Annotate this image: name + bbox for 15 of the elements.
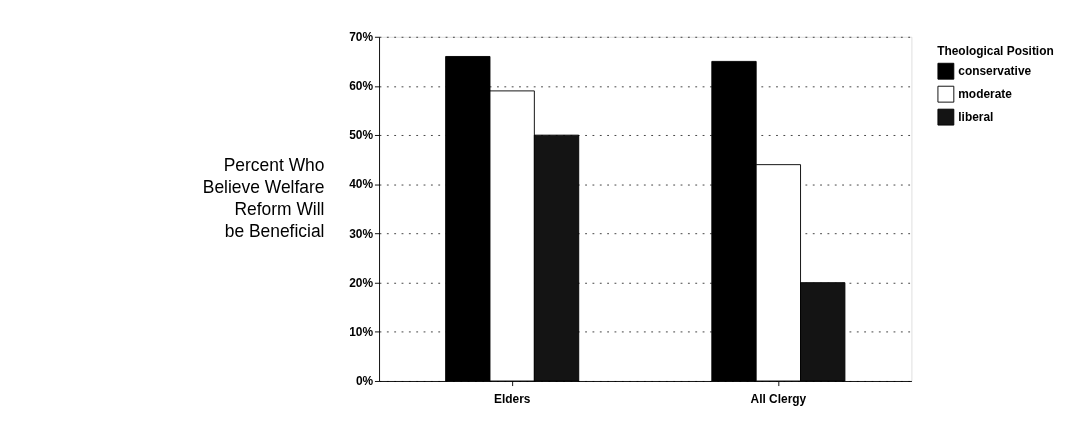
legend-label: liberal [958,109,994,124]
y-tick-label: 30% [349,226,374,241]
y-tick-label: 70% [349,29,374,44]
legend-label: conservative [958,63,1032,78]
x-tick-label: Elders [493,391,531,406]
y-tick-label: 40% [349,177,374,192]
y-tick-label: 60% [349,79,374,94]
legend-title: Theological Position [937,44,1054,59]
y-tick-label: 20% [349,275,374,290]
x-tick-label: All Clergy [750,391,807,406]
y-tick-label: 50% [349,128,374,143]
legend-label: moderate [958,86,1013,101]
y-tick-label: 0% [355,374,374,389]
y-tick-label: 10% [349,324,374,339]
y-axis-title: Percent Who Believe Welfare Reform Will be Beneficial [202,155,325,242]
